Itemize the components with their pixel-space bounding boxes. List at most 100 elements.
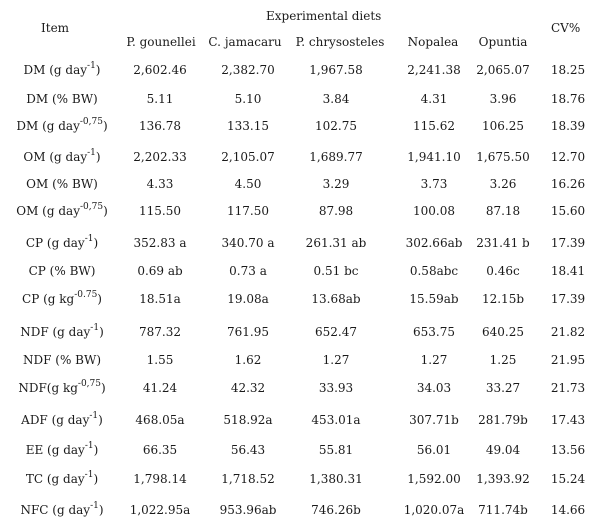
table-cell: 231.41 b bbox=[476, 236, 530, 250]
row-label-base: ADF (g day bbox=[21, 413, 90, 427]
table-cell: 13.68ab bbox=[311, 292, 361, 306]
row-label-base: OM (g day bbox=[23, 150, 88, 164]
row-label-base: NDF (% BW) bbox=[23, 353, 101, 367]
table-cell: 117.50 bbox=[227, 204, 269, 218]
row-label-base: CP (% BW) bbox=[28, 264, 96, 278]
row-label-base: DM (% BW) bbox=[26, 92, 98, 106]
table-cell: 87.18 bbox=[485, 204, 521, 218]
row-label: CP (g kg-0.75) bbox=[22, 290, 102, 307]
table-cell: 1,798.14 bbox=[133, 472, 187, 486]
table-cell: 18.51a bbox=[139, 292, 181, 306]
row-label-base: TC (g day bbox=[25, 472, 85, 486]
row-label: DM (g day-1) bbox=[23, 61, 101, 78]
table-cell: 3.96 bbox=[489, 92, 517, 106]
table-cell: 41.24 bbox=[142, 381, 178, 395]
table-cell: 33.27 bbox=[485, 381, 521, 395]
table-cell: 66.35 bbox=[142, 443, 178, 457]
row-label: NDF(g kg-0,75) bbox=[18, 380, 106, 396]
table-cell: 4.31 bbox=[420, 92, 448, 106]
table-cell: 1.25 bbox=[489, 353, 517, 367]
row-label-exponent: -0.75 bbox=[74, 290, 98, 300]
cv-cell: 13.56 bbox=[550, 443, 586, 457]
table-cell: 3.26 bbox=[489, 177, 517, 191]
table-cell: 1,592.00 bbox=[407, 472, 461, 486]
table-cell: 2,241.38 bbox=[407, 63, 461, 77]
table-cell: 453.01a bbox=[311, 413, 361, 427]
table-cell: 3.29 bbox=[322, 177, 350, 191]
table-cell: 87.98 bbox=[318, 204, 354, 218]
table-cell: 5.10 bbox=[234, 92, 262, 106]
table-cell: 1,020.07a bbox=[403, 503, 465, 517]
table-cell: 711.74b bbox=[478, 503, 528, 517]
row-label: NFC (g day-1) bbox=[20, 501, 104, 518]
cv-cell: 17.39 bbox=[550, 236, 586, 250]
table-cell: 0.58abc bbox=[409, 264, 459, 278]
cv-cell: 18.25 bbox=[550, 63, 586, 77]
row-label-base: OM (g day bbox=[16, 204, 80, 218]
table-cell: 49.04 bbox=[485, 443, 521, 457]
cv-cell: 21.73 bbox=[550, 381, 586, 395]
row-label-exponent: -1 bbox=[87, 61, 96, 71]
cv-cell: 21.95 bbox=[550, 353, 586, 367]
row-label-close: ) bbox=[98, 503, 104, 517]
row-label-base: DM (g day bbox=[16, 119, 80, 133]
row-label: OM (g day-0,75) bbox=[16, 202, 108, 219]
cv-cell: 14.66 bbox=[550, 503, 586, 517]
row-label: CP (g day-1) bbox=[26, 234, 98, 251]
column-header: Opuntia bbox=[478, 35, 528, 49]
table-cell: 0.51 bc bbox=[313, 264, 359, 278]
row-label-exponent: -0,75 bbox=[79, 117, 103, 127]
row-label-exponent: -1 bbox=[90, 501, 99, 511]
experimental-diets-header: Experimental diets bbox=[266, 9, 382, 23]
table-cell: 953.96ab bbox=[219, 503, 277, 517]
table-cell: 1.27 bbox=[322, 353, 350, 367]
table-cell: 261.31 ab bbox=[305, 236, 367, 250]
cv-cell: 15.24 bbox=[550, 472, 586, 486]
table-cell: 42.32 bbox=[230, 381, 266, 395]
row-label-exponent: -0,75 bbox=[79, 202, 104, 212]
cv-cell: 21.82 bbox=[550, 325, 586, 339]
row-label-base: OM (% BW) bbox=[26, 177, 98, 191]
table-cell: 652.47 bbox=[315, 325, 357, 339]
cv-cell: 16.26 bbox=[550, 177, 586, 191]
table-cell: 33.93 bbox=[318, 381, 354, 395]
table-cell: 653.75 bbox=[413, 325, 455, 339]
table-cell: 19.08a bbox=[227, 292, 269, 306]
row-label-exponent: -1 bbox=[84, 234, 94, 244]
row-label-base: DM (g day bbox=[23, 63, 88, 77]
cv-cell: 17.39 bbox=[550, 292, 586, 306]
table-cell: 640.25 bbox=[482, 325, 524, 339]
table-cell: 56.01 bbox=[416, 443, 452, 457]
row-label-base: NDF(g kg bbox=[18, 381, 78, 395]
table-cell: 15.59ab bbox=[409, 292, 459, 306]
row-label-close: ) bbox=[100, 381, 106, 395]
cv-cell: 18.39 bbox=[550, 119, 586, 133]
row-label: ADF (g day-1) bbox=[21, 412, 103, 428]
column-header: Nopalea bbox=[407, 35, 459, 49]
table-cell: 100.08 bbox=[413, 204, 455, 218]
row-label-close: ) bbox=[93, 472, 99, 486]
cv-header: CV% bbox=[551, 21, 581, 35]
cv-cell: 18.76 bbox=[550, 92, 586, 106]
table-cell: 2,065.07 bbox=[476, 63, 530, 77]
table-cell: 102.75 bbox=[315, 119, 357, 133]
row-label: NDF (% BW) bbox=[23, 353, 101, 367]
table-cell: 518.92a bbox=[223, 413, 273, 427]
table-cell: 1.55 bbox=[146, 353, 174, 367]
table-cell: 761.95 bbox=[227, 325, 269, 339]
table-cell: 1,380.31 bbox=[309, 472, 363, 486]
table-cell: 5.11 bbox=[146, 92, 174, 106]
row-label: OM (g day-1) bbox=[23, 149, 100, 165]
column-header: P. chrysosteles bbox=[295, 35, 385, 49]
table-cell: 787.32 bbox=[139, 325, 181, 339]
cv-cell: 15.60 bbox=[550, 204, 586, 218]
row-label-close: ) bbox=[102, 119, 108, 133]
table-cell: 0.73 a bbox=[229, 264, 267, 278]
row-label: CP (% BW) bbox=[29, 264, 96, 278]
table-cell: 307.71b bbox=[409, 413, 459, 427]
row-label-close: ) bbox=[103, 204, 108, 218]
row-label-base: NFC (g day bbox=[20, 503, 91, 517]
row-label: DM (% BW) bbox=[26, 92, 97, 106]
table-cell: 3.84 bbox=[322, 92, 350, 106]
table-cell: 746.26b bbox=[311, 503, 361, 517]
